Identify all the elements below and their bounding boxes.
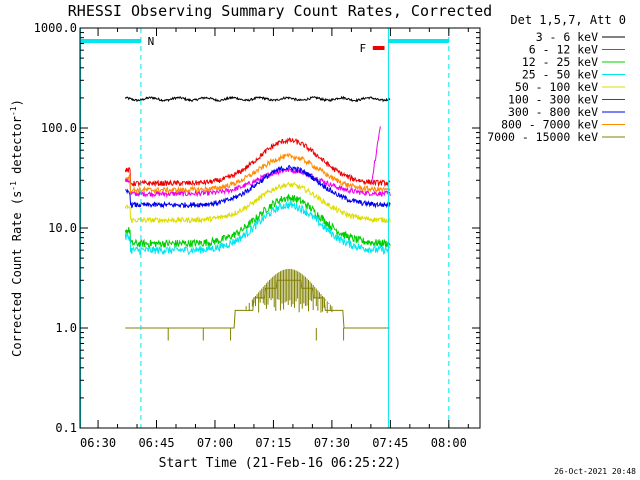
series-line-spike <box>371 126 381 184</box>
x-tick-label: 07:15 <box>255 436 291 450</box>
series-line <box>124 95 391 103</box>
y-tick-label: 10.0 <box>48 221 77 235</box>
y-tick-label: 100.0 <box>41 121 77 135</box>
legend-label: 800 - 7000 keV <box>501 118 598 132</box>
y-tick-label: 1.0 <box>55 321 77 335</box>
series-line <box>125 165 391 209</box>
flag-label: N <box>148 35 155 48</box>
x-axis: 06:30 06:45 07:00 07:15 07:30 07:45 08:00 <box>80 28 469 450</box>
series-line <box>124 137 391 188</box>
legend-label: 3 - 6 keV <box>536 30 598 44</box>
series-line <box>124 152 391 195</box>
legend-label: 50 - 100 keV <box>515 80 598 94</box>
x-tick-label: 07:45 <box>372 436 408 450</box>
legend-label: 100 - 300 keV <box>508 93 598 107</box>
y-axis: 0.1 1.0 10.0 100.0 1000.0 <box>34 21 480 435</box>
y-axis-label: Corrected Count Rate (s-1 detector-1) <box>9 99 24 357</box>
y-tick-label: 1000.0 <box>34 21 77 35</box>
x-tick-label: 06:45 <box>138 436 174 450</box>
series-line <box>124 199 391 256</box>
series-line <box>125 279 390 329</box>
legend-label: 12 - 25 keV <box>522 55 598 69</box>
x-tick-label: 07:30 <box>314 436 350 450</box>
series-line <box>124 166 391 199</box>
x-axis-label: Start Time (21-Feb-16 06:25:22) <box>159 456 402 471</box>
series-line <box>124 181 391 224</box>
y-tick-label: 0.1 <box>55 421 77 435</box>
series-line <box>124 193 391 249</box>
legend-label: 6 - 12 keV <box>529 43 598 57</box>
legend-label: 300 - 800 keV <box>508 105 598 119</box>
flag-label: F <box>360 42 367 55</box>
plot-frame <box>79 27 481 429</box>
legend-title: Det 1,5,7, Att 0 <box>510 13 626 27</box>
x-tick-label: 08:00 <box>431 436 467 450</box>
timestamp: 26-Oct-2021 20:48 <box>554 467 636 476</box>
legend-label: 25 - 50 keV <box>522 68 598 82</box>
legend-label: 7000 - 15000 keV <box>487 130 598 144</box>
x-tick-label: 06:30 <box>80 436 116 450</box>
chart-title: RHESSI Observing Summary Count Rates, Co… <box>68 2 492 20</box>
plot-series-group <box>124 95 391 341</box>
plot-flags-group: NF <box>80 28 450 428</box>
x-tick-label: 07:00 <box>197 436 233 450</box>
